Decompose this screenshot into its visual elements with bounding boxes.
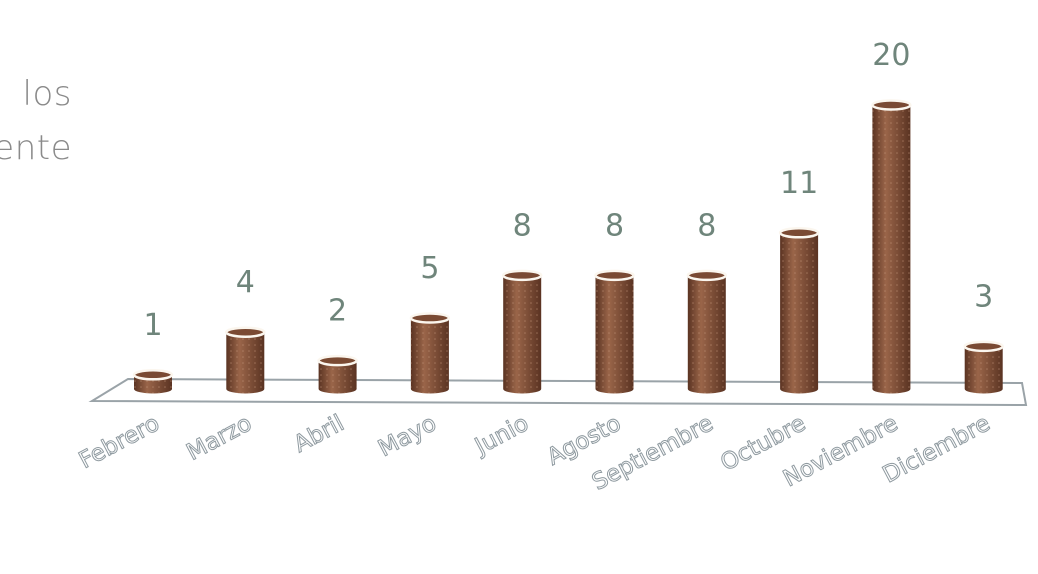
value-label: 1 [143, 308, 162, 343]
bar-top-cap [225, 326, 266, 338]
value-label: 8 [605, 208, 624, 243]
bar-top-cap [409, 312, 451, 324]
value-label: 20 [872, 38, 910, 73]
bar-texture [226, 332, 265, 394]
bar [594, 269, 635, 394]
bar-texture [780, 232, 819, 394]
bar [963, 340, 1004, 394]
category-label: Marzo [183, 410, 257, 466]
bar-texture [595, 275, 634, 394]
category-labels-group: Febrero Marzo Abril Mayo Junio AgostoSeptiemb… [74, 410, 995, 496]
bars-group [132, 99, 1004, 394]
value-label: 8 [697, 208, 716, 243]
value-label: 2 [328, 294, 347, 329]
value-label: 4 [236, 265, 255, 300]
side-text-line-1: los [22, 74, 72, 114]
bar [686, 269, 728, 394]
bar [409, 312, 451, 394]
side-text-line-2: ente [0, 128, 72, 168]
bar [871, 99, 912, 394]
category-label: Junio [469, 410, 533, 460]
bar-texture [503, 275, 542, 394]
bar-top-cap [501, 269, 543, 282]
bar [778, 227, 820, 394]
bar-top-cap [778, 227, 820, 239]
bar-top-cap [132, 369, 174, 381]
bar-texture [687, 275, 726, 394]
bar-top-cap [317, 354, 358, 367]
bar [501, 269, 543, 394]
category-label: Mayo [374, 410, 441, 462]
bar-texture [872, 105, 911, 394]
bar-texture [410, 318, 449, 394]
value-label: 8 [513, 208, 532, 243]
value-labels-group: 1 4 2 5 8 8 8 11 20 3 [143, 38, 993, 343]
category-label: Febrero [75, 410, 164, 474]
category-label: Abril [290, 410, 349, 458]
bar [132, 369, 174, 394]
bar [225, 326, 266, 394]
value-label: 11 [780, 166, 818, 201]
value-label: 3 [974, 279, 993, 314]
bar-top-cap [963, 340, 1004, 353]
bar-top-cap [686, 269, 728, 282]
bar [317, 354, 358, 394]
bar-top-cap [871, 99, 912, 111]
bar-texture [964, 346, 1003, 394]
bar-top-cap [594, 269, 635, 282]
bar-texture [318, 360, 357, 394]
value-label: 5 [420, 251, 439, 286]
